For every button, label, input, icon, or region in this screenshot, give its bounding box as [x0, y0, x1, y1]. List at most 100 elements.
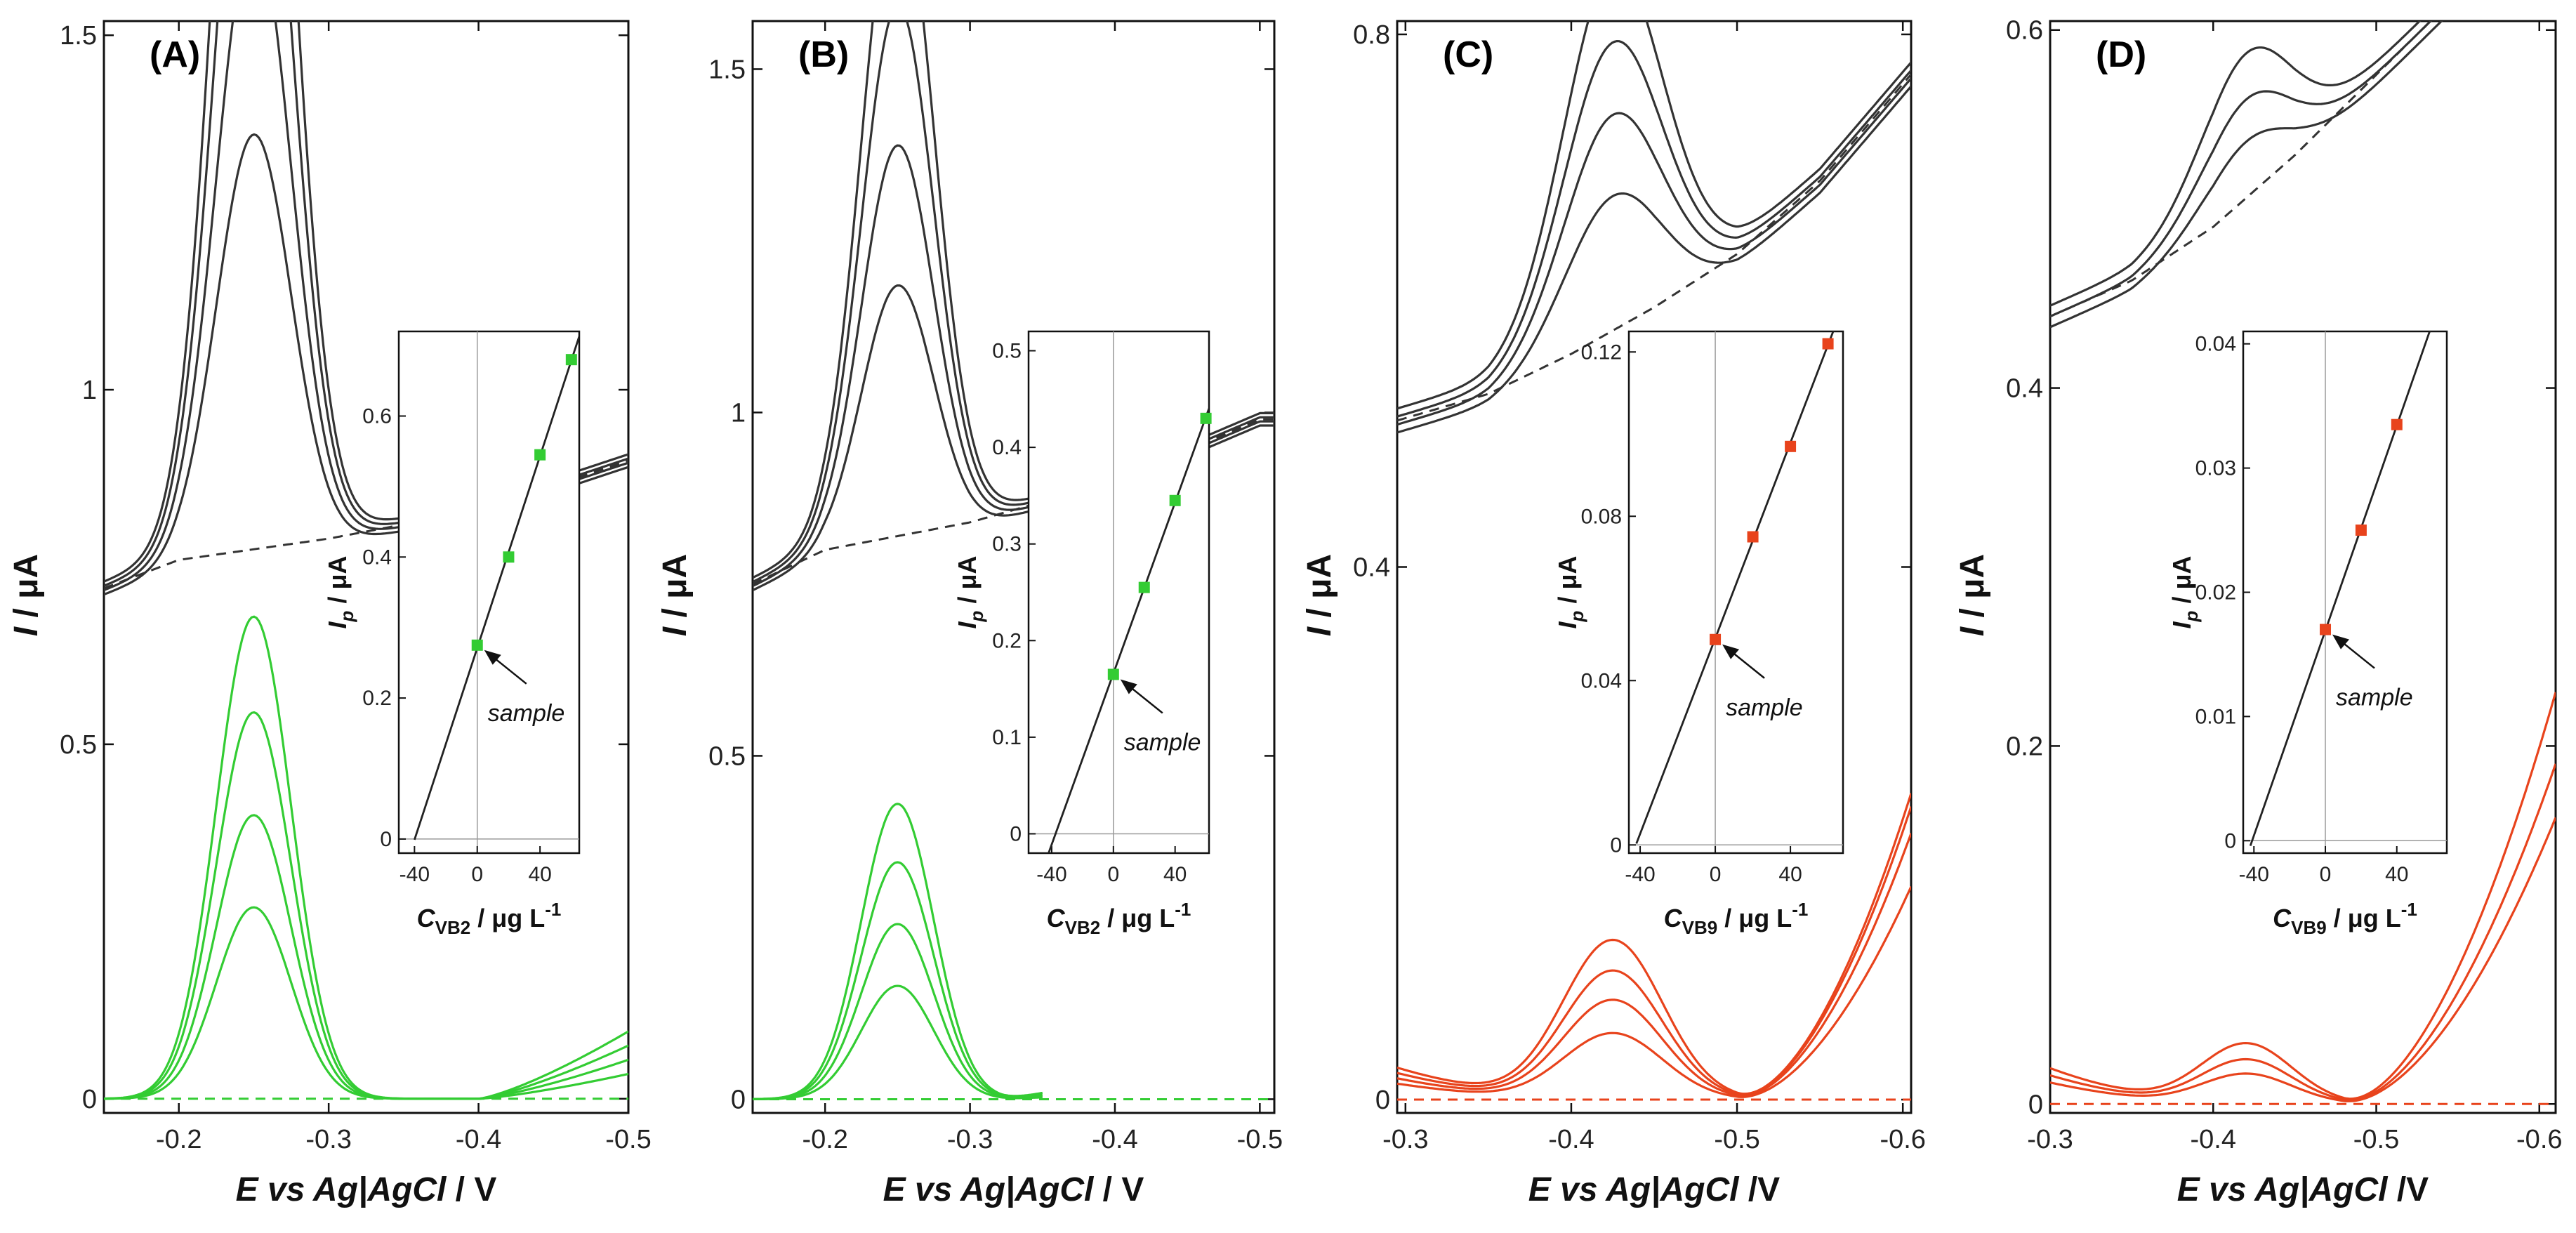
- blank-baseline-dashed: [104, 459, 628, 590]
- x-axis-title: E vs Ag|AgCl /V: [2177, 1171, 2429, 1208]
- inset-data-point: [1822, 338, 1834, 350]
- inset-data-point: [2355, 525, 2367, 536]
- inset-y-tick-label: 0.01: [2195, 705, 2236, 728]
- inset-frame: [1627, 330, 1844, 855]
- inset-calibration: -40 0 40 0 0.1 0.2 0.3 0.4 0.5 sample CVB2 / μg L-…: [953, 330, 1212, 938]
- inset-data-point: [503, 551, 515, 563]
- raw-voltammogram: [2050, 21, 2422, 307]
- corrected-voltammogram-red: [1397, 833, 1911, 1097]
- panel-label: (B): [798, 34, 849, 75]
- inset-y-tick-label: 0.04: [2195, 333, 2236, 356]
- inset-y-tick-label: 0.1: [992, 726, 1022, 749]
- corrected-voltammogram-red: [1397, 806, 1911, 1096]
- inset-x-tick-label: -40: [2239, 863, 2269, 886]
- inset-x-axis-title: CVB9 / μg L-1: [1664, 899, 1809, 938]
- sample-arrow-head: [1120, 679, 1137, 694]
- y-tick-label: 1: [82, 376, 97, 405]
- y-tick-label: 1: [731, 398, 746, 428]
- corrected-voltammogram-green: [104, 814, 628, 1100]
- inset-data-point: [1200, 412, 1212, 424]
- inset-y-tick-label: 0.6: [362, 404, 392, 428]
- inset-y-tick-label: 0: [1010, 822, 1022, 845]
- blank-baseline-dashed: [2050, 21, 2433, 317]
- corrected-voltammogram-red: [1397, 793, 1911, 1095]
- inset-y-tick-label: 0.03: [2195, 457, 2236, 480]
- inset-x-tick-label: -40: [1625, 863, 1655, 886]
- inset-data-point: [1169, 494, 1181, 506]
- inset-x-tick-label: 40: [2385, 863, 2408, 886]
- sample-annotation: sample: [1726, 694, 1803, 721]
- inset-data-point: [1138, 581, 1150, 593]
- corrected-voltammogram-red: [2050, 763, 2556, 1102]
- y-axis-title: I / μA: [1301, 554, 1338, 636]
- raw-voltammogram: [1397, 21, 1911, 410]
- inset-data-point: [565, 354, 577, 366]
- y-tick-label: 1.5: [708, 55, 746, 84]
- panel-d: -0.3 -0.4 -0.5 -0.6 0 0.2 0.4 0.6 (D) I / μA E vs …: [1954, 16, 2563, 1208]
- corrected-voltammogram-red: [2050, 817, 2556, 1102]
- sample-arrow-head: [2332, 634, 2350, 650]
- corrected-voltammogram-green: [104, 615, 628, 1100]
- inset-x-tick-label: 40: [1163, 863, 1187, 886]
- inset-y-axis-title: Ip / μA: [1553, 556, 1587, 629]
- sample-arrow-head: [484, 650, 501, 665]
- inset-frame: [2242, 330, 2448, 855]
- corrected-voltammogram-green: [753, 984, 1043, 1100]
- inset-x-axis-title: CVB2 / μg L-1: [1047, 899, 1191, 938]
- x-tick-label: -0.6: [2516, 1125, 2562, 1154]
- panel-a: -0.2 -0.3 -0.4 -0.5 0 0.5 1 1.5 (A) I / μA E vs Ag…: [8, 20, 652, 1208]
- inset-y-tick-label: 0.3: [992, 533, 1022, 556]
- y-axis-title: I / μA: [1954, 554, 1991, 636]
- inset-x-tick-label: 0: [2320, 863, 2332, 886]
- panel-b: -0.2 -0.3 -0.4 -0.5 0 0.5 1 1.5 (B) I / μA E vs Ag…: [656, 20, 1283, 1208]
- blank-baseline-dashed: [1397, 73, 1911, 422]
- y-tick-label: 0: [82, 1085, 97, 1114]
- inset-y-tick-label: 0.5: [992, 340, 1022, 363]
- y-tick-label: 0.4: [2006, 374, 2043, 404]
- panel-label: (D): [2096, 34, 2146, 75]
- inset-y-tick-label: 0: [380, 828, 392, 851]
- panel-c: -0.3 -0.4 -0.5 -0.6 0 0.4 0.8 (C) I / μA E vs Ag|…: [1301, 20, 1926, 1208]
- inset-y-tick-label: 0.02: [2195, 581, 2236, 605]
- inset-y-tick-label: 0.2: [992, 629, 1022, 652]
- x-tick-label: -0.5: [2353, 1125, 2399, 1154]
- corrected-voltammogram-red: [1397, 885, 1911, 1098]
- y-tick-label: 0.5: [708, 741, 746, 771]
- inset-y-tick-label: 0: [1610, 833, 1622, 857]
- inset-calibration: -40 0 40 0 0.2 0.4 0.6 sample CVB2 / μg L-1 Ip / …: [323, 330, 581, 938]
- inset-x-tick-label: 0: [471, 863, 483, 886]
- inset-x-axis-title: CVB2 / μg L-1: [417, 899, 562, 938]
- sample-annotation: sample: [1124, 729, 1201, 756]
- inset-data-point: [2320, 624, 2332, 635]
- corrected-voltammogram-green: [753, 803, 1043, 1100]
- plot-frame: [2049, 20, 2557, 1114]
- y-tick-label: 0.4: [1353, 553, 1390, 583]
- inset-y-tick-label: 0.08: [1581, 505, 1622, 528]
- x-axis-title: E vs Ag|AgCl /V: [1528, 1171, 1780, 1208]
- y-tick-label: 0.2: [2006, 732, 2043, 761]
- inset-fit-line: [1048, 408, 1209, 853]
- inset-frame: [1027, 330, 1210, 855]
- inset-y-axis-title: Ip / μA: [323, 556, 357, 629]
- x-axis-title: E vs Ag|AgCl / V: [883, 1171, 1144, 1208]
- x-tick-label: -0.3: [2027, 1125, 2073, 1154]
- corrected-voltammogram-green: [104, 906, 628, 1100]
- inset-x-tick-label: -40: [1036, 863, 1066, 886]
- raw-voltammogram: [1397, 77, 1911, 426]
- x-tick-label: -0.3: [1382, 1125, 1428, 1154]
- x-tick-label: -0.4: [1548, 1125, 1594, 1154]
- x-tick-label: -0.5: [605, 1125, 651, 1154]
- x-tick-label: -0.5: [1237, 1125, 1283, 1154]
- inset-x-axis-title: CVB9 / μg L-1: [2273, 899, 2417, 938]
- y-axis-title: I / μA: [8, 554, 45, 636]
- inset-x-tick-label: -40: [399, 863, 430, 886]
- sample-arrow-head: [1722, 644, 1740, 659]
- inset-data-point: [2391, 418, 2403, 430]
- x-axis-title: E vs Ag|AgCl / V: [236, 1171, 497, 1208]
- y-tick-label: 1.5: [60, 21, 97, 51]
- inset-y-tick-label: 0.2: [362, 687, 392, 710]
- raw-voltammogram: [1397, 85, 1911, 434]
- x-tick-label: -0.4: [1092, 1125, 1137, 1154]
